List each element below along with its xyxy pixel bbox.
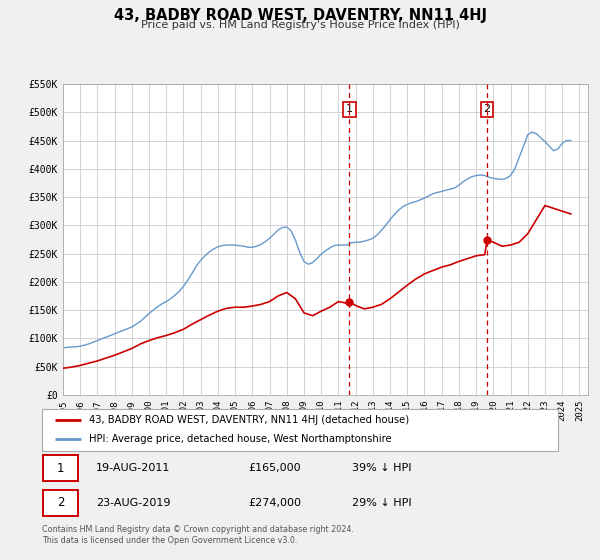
- Text: Contains HM Land Registry data © Crown copyright and database right 2024.: Contains HM Land Registry data © Crown c…: [42, 525, 354, 534]
- Text: This data is licensed under the Open Government Licence v3.0.: This data is licensed under the Open Gov…: [42, 536, 298, 545]
- FancyBboxPatch shape: [43, 490, 78, 516]
- Text: 23-AUG-2019: 23-AUG-2019: [96, 498, 170, 508]
- Text: £274,000: £274,000: [248, 498, 301, 508]
- Text: 2: 2: [57, 496, 64, 510]
- Text: 1: 1: [57, 461, 64, 475]
- Text: 29% ↓ HPI: 29% ↓ HPI: [352, 498, 411, 508]
- Text: Price paid vs. HM Land Registry's House Price Index (HPI): Price paid vs. HM Land Registry's House …: [140, 20, 460, 30]
- Text: £165,000: £165,000: [248, 463, 301, 473]
- Text: HPI: Average price, detached house, West Northamptonshire: HPI: Average price, detached house, West…: [89, 435, 392, 445]
- Text: 39% ↓ HPI: 39% ↓ HPI: [352, 463, 411, 473]
- Text: 2: 2: [484, 104, 491, 114]
- Text: 19-AUG-2011: 19-AUG-2011: [96, 463, 170, 473]
- Text: 1: 1: [346, 104, 353, 114]
- Text: 43, BADBY ROAD WEST, DAVENTRY, NN11 4HJ (detached house): 43, BADBY ROAD WEST, DAVENTRY, NN11 4HJ …: [89, 415, 410, 425]
- FancyBboxPatch shape: [42, 409, 558, 451]
- Text: 43, BADBY ROAD WEST, DAVENTRY, NN11 4HJ: 43, BADBY ROAD WEST, DAVENTRY, NN11 4HJ: [113, 8, 487, 24]
- FancyBboxPatch shape: [43, 455, 78, 481]
